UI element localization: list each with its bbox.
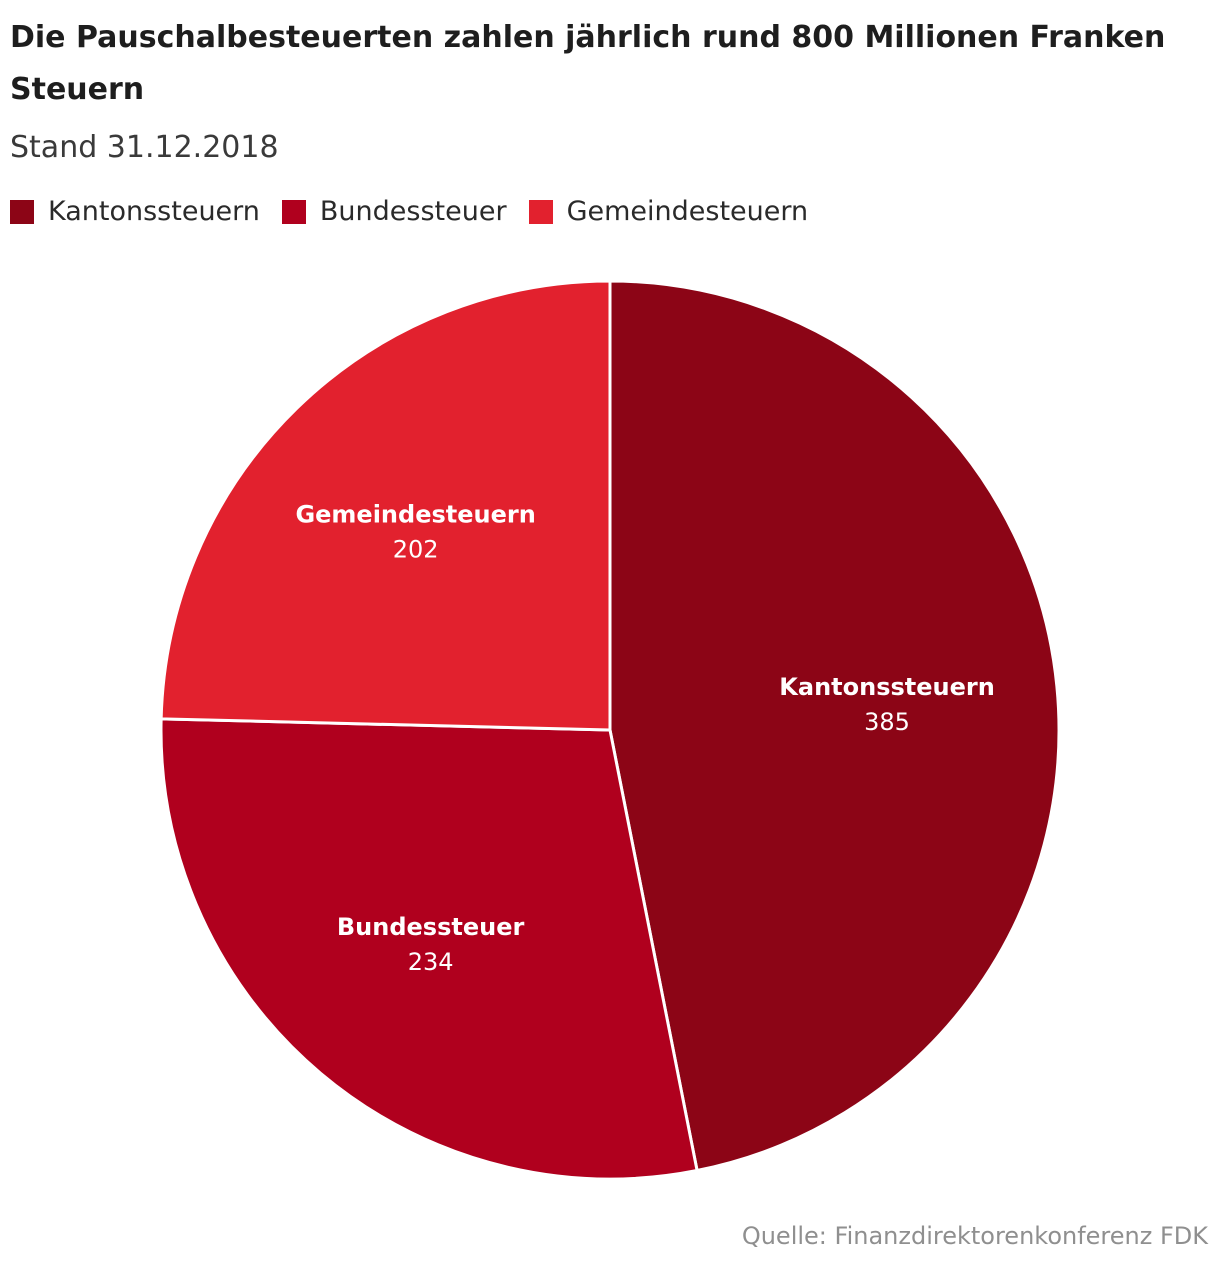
legend-item-gemeindesteuern: Gemeindesteuern [528,196,809,227]
legend-item-bundessteuer: Bundessteuer [281,196,507,227]
chart-legend: Kantonssteuern Bundessteuer Gemeindesteu… [10,196,830,227]
pie-slice-bundessteuer [159,717,699,1181]
chart-title: Die Pauschalbesteuerten zahlen jährlich … [10,20,1166,107]
slice-label-gemeindesteuern: Gemeindesteuern [295,501,535,529]
pie-slice-gemeindesteuern [159,279,612,732]
pie-slice-kantonssteuern [608,279,1061,1172]
slice-value-bundessteuer: 234 [408,948,454,976]
chart-source: Quelle: Finanzdirektorenkonferenz FDK [741,1222,1208,1250]
slice-label-bundessteuer: Bundessteuer [337,913,525,941]
legend-swatch-bundessteuer [281,199,306,224]
chart-subtitle: Stand 31.12.2018 [10,130,279,165]
slice-value-kantonssteuern: 385 [864,708,910,736]
legend-swatch-gemeindesteuern [528,199,553,224]
legend-label-bundessteuer: Bundessteuer [319,196,507,227]
legend-swatch-kantonssteuern [10,199,34,224]
legend-item-kantonssteuern: Kantonssteuern [10,196,260,227]
slice-value-gemeindesteuern: 202 [393,536,439,564]
legend-label-kantonssteuern: Kantonssteuern [48,196,260,227]
slice-label-kantonssteuern: Kantonssteuern [779,673,995,701]
legend-label-gemeindesteuern: Gemeindesteuern [566,196,809,227]
